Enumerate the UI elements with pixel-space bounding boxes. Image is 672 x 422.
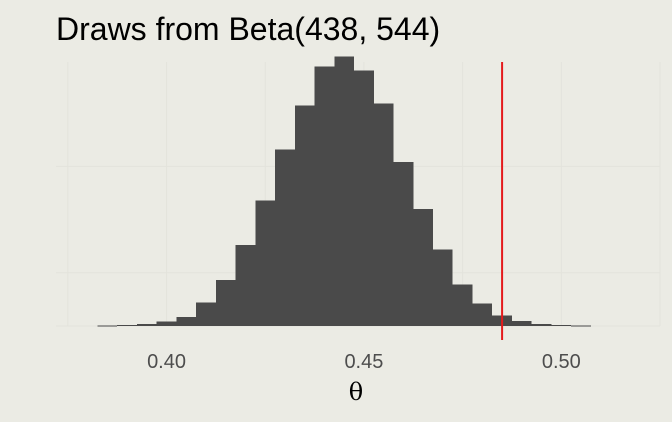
histogram-bar xyxy=(413,208,434,326)
histogram-bar xyxy=(136,323,157,326)
histogram-bar xyxy=(314,66,335,327)
histogram-bar xyxy=(255,200,276,326)
histogram-bar xyxy=(275,149,295,326)
histogram-bar xyxy=(373,103,394,326)
histogram-bar xyxy=(452,284,473,326)
histogram-bar xyxy=(472,303,493,326)
histogram-bar xyxy=(531,323,552,326)
histogram-bar xyxy=(354,70,374,326)
histogram-bar xyxy=(551,325,572,327)
histogram-bar xyxy=(117,324,137,326)
x-tick-label: 0.50 xyxy=(542,351,581,373)
x-axis-label: θ xyxy=(349,378,363,406)
histogram-bar xyxy=(176,316,197,326)
histogram-bar xyxy=(511,321,532,326)
histogram-bar xyxy=(393,162,414,326)
histogram-bar xyxy=(294,105,315,326)
histogram-bar xyxy=(97,325,118,327)
histogram-bar xyxy=(571,325,591,327)
histogram-bar xyxy=(215,280,236,326)
histogram-bar xyxy=(156,321,177,326)
chart-title: Draws from Beta(438, 544) xyxy=(56,11,440,47)
x-tick-label: 0.40 xyxy=(147,351,186,373)
histogram-bars xyxy=(97,56,591,327)
x-tick-label: 0.45 xyxy=(344,351,383,373)
histogram-bar xyxy=(196,302,216,326)
histogram-bar xyxy=(235,245,256,326)
histogram-bar xyxy=(334,56,355,326)
x-tick-labels: 0.40 0.45 0.50 xyxy=(147,351,581,373)
histogram-bar xyxy=(433,249,453,326)
